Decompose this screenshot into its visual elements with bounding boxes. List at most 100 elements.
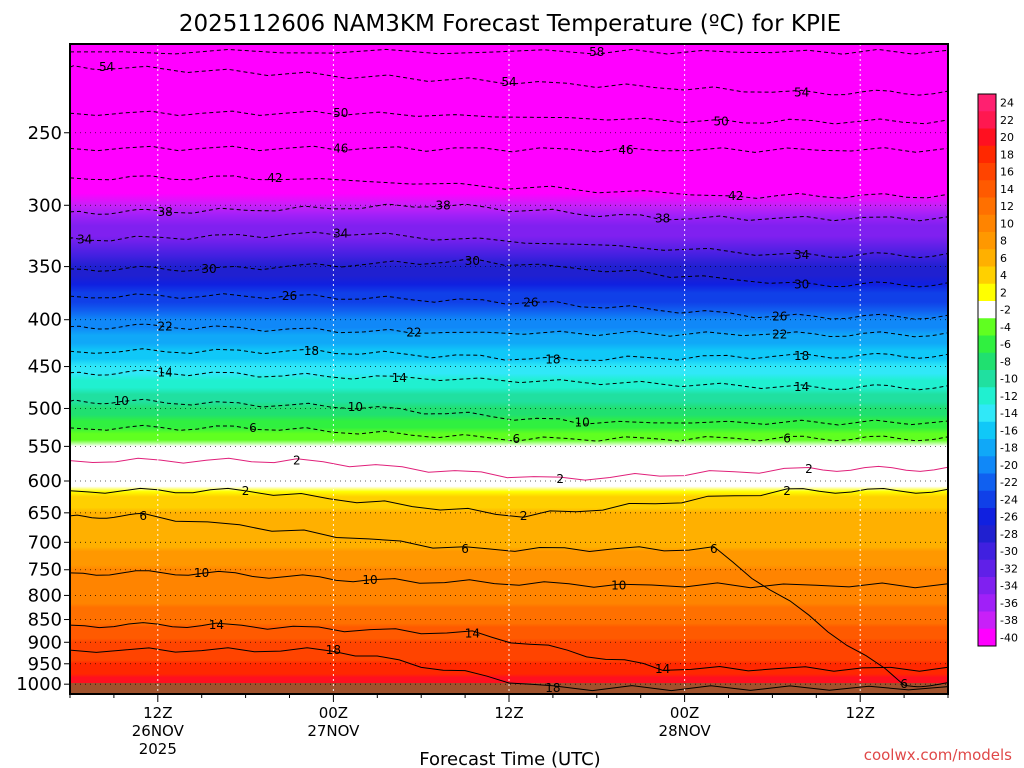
- grid-lines: [70, 44, 948, 694]
- colorbar-swatch: [978, 421, 996, 440]
- contour-label: 18: [545, 681, 560, 695]
- colorbar-swatch: [978, 490, 996, 509]
- contour-label: 2: [242, 484, 250, 498]
- isotherm-line: [69, 457, 949, 481]
- y-tick-label: 900: [28, 632, 62, 653]
- colorbar: 24 22 20 18 16 14 12 10 8 6 4 2 -2 -4 -6 -8 -10 -12 -14 -16…: [977, 93, 1018, 647]
- colorbar-swatch: [978, 283, 996, 302]
- colorbar-label: 16: [1000, 166, 1014, 179]
- contour-label: 2: [783, 484, 791, 498]
- colorbar-label: 22: [1000, 114, 1014, 127]
- colorbar-label: -18: [1000, 442, 1018, 455]
- contour-label: 46: [333, 141, 348, 155]
- colorbar-label: 12: [1000, 200, 1014, 213]
- isotherm-line: [69, 145, 949, 153]
- colorbar-swatch: [978, 163, 996, 181]
- colorbar-swatch: [978, 197, 996, 216]
- isotherm-line: [69, 647, 949, 692]
- y-tick-label: 350: [28, 257, 62, 278]
- contour-label: 6: [710, 542, 718, 556]
- contour-label: 10: [348, 400, 363, 414]
- isotherm-line: [69, 570, 949, 589]
- contour-label: 30: [201, 262, 216, 276]
- isotherm-line: [69, 48, 949, 55]
- colorbar-swatch: [978, 456, 996, 474]
- y-tick-label: 650: [28, 503, 62, 524]
- colorbar-swatch: [978, 318, 996, 336]
- colorbar-swatch: [978, 525, 996, 543]
- x-tick-label: 27NOV: [307, 722, 360, 740]
- isotherm-line: [69, 257, 949, 288]
- y-tick-label: 450: [28, 357, 62, 378]
- x-tick-label: 12Z: [143, 704, 172, 722]
- contour-label: 34: [333, 226, 348, 240]
- isotherm-line: [69, 622, 949, 672]
- contour-label: 18: [545, 352, 560, 366]
- contour-label: 6: [461, 542, 469, 556]
- colorbar-label: -30: [1000, 545, 1018, 558]
- contour-label: 18: [794, 349, 809, 363]
- colorbar-label: -40: [1000, 631, 1018, 644]
- isotherm-line: [69, 110, 949, 125]
- credit-text: coolwx.com/models: [864, 746, 1012, 764]
- colorbar-label: -2: [1000, 304, 1011, 317]
- colorbar-label: -28: [1000, 528, 1018, 541]
- isotherm-line: [69, 323, 949, 338]
- isotherm-line: [69, 424, 949, 442]
- colorbar-swatch: [978, 128, 996, 147]
- contour-label: 10: [194, 566, 209, 580]
- contour-label: 42: [728, 189, 743, 203]
- colorbar-label: -16: [1000, 424, 1018, 437]
- contour-label: 50: [714, 114, 729, 128]
- contour-label: 34: [77, 233, 92, 247]
- contour-label: 14: [157, 366, 172, 380]
- colorbar-label: 6: [1000, 252, 1007, 265]
- contour-label: 18: [304, 344, 319, 358]
- contour-label: 10: [611, 578, 626, 592]
- contour-label: 10: [114, 394, 129, 408]
- colorbar-swatch: [978, 249, 996, 267]
- colorbar-label: 24: [1000, 97, 1014, 110]
- isotherm-line: [69, 398, 949, 426]
- contour-label: 2: [293, 454, 301, 468]
- colorbar-label: -34: [1000, 580, 1018, 593]
- colorbar-label: -22: [1000, 476, 1018, 489]
- contour-label: 10: [575, 416, 590, 430]
- y-tick-label: 750: [28, 560, 62, 581]
- colorbar-label: 18: [1000, 148, 1014, 161]
- y-tick-label: 600: [28, 471, 62, 492]
- contour-label: 2: [520, 509, 528, 523]
- y-tick-label: 1000: [16, 674, 62, 695]
- isotherm-line: [69, 487, 949, 518]
- colorbar-label: -4: [1000, 321, 1011, 334]
- colorbar-swatch: [978, 611, 996, 630]
- colorbar-label: -10: [1000, 373, 1018, 386]
- colorbar-swatch: [978, 404, 996, 423]
- y-tick-label: 700: [28, 532, 62, 553]
- y-axis: 2503003504004505005506006507007508008509…: [16, 123, 70, 695]
- contour-label: 14: [392, 371, 407, 385]
- y-tick-label: 500: [28, 398, 62, 419]
- contour-label: 46: [618, 143, 633, 157]
- colorbar-swatch: [978, 508, 996, 526]
- contour-label: 26: [523, 295, 538, 309]
- x-tick-label: 00Z: [319, 704, 348, 722]
- contour-label: 54: [501, 75, 516, 89]
- colorbar-label: -24: [1000, 493, 1018, 506]
- isotherm-line: [69, 512, 949, 688]
- colorbar-label: 10: [1000, 217, 1014, 230]
- x-tick-label: 12Z: [494, 704, 523, 722]
- y-tick-label: 400: [28, 310, 62, 331]
- contour-label: 2: [805, 462, 813, 476]
- contour-label: 54: [99, 60, 114, 74]
- isotherm-line: [69, 369, 949, 391]
- y-tick-label: 550: [28, 436, 62, 457]
- contour-lines: [69, 48, 949, 692]
- contour-label: 30: [465, 254, 480, 268]
- contour-label: 14: [794, 380, 809, 394]
- x-axis-title: Forecast Time (UTC): [419, 749, 600, 768]
- colorbar-swatch: [978, 335, 996, 354]
- x-tick-label: 26NOV: [132, 722, 185, 740]
